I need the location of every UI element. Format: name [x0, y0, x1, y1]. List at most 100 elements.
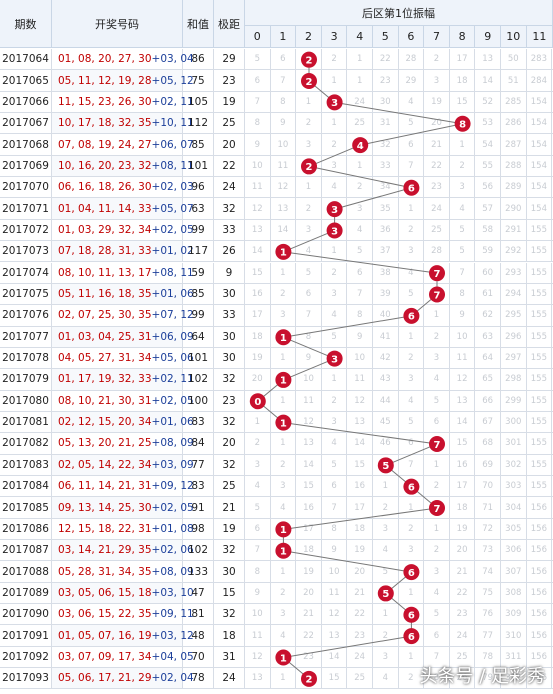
ball-circle [377, 457, 394, 474]
miss-cell: 24 [347, 91, 373, 113]
miss-cell: 24 [450, 625, 476, 646]
miss-cell: 154 [527, 155, 553, 177]
miss-cell: 26 [450, 668, 476, 689]
miss-cell: 155 [527, 369, 553, 390]
header-digit-0: 0 [245, 26, 271, 48]
miss-cell: 74 [475, 561, 501, 582]
miss-cell: 293 [501, 262, 527, 283]
miss-cell: 5 [322, 454, 348, 475]
front-numbers: 02, 12, 15, 20, 34 [58, 416, 152, 429]
span-cell: 15 [214, 582, 245, 604]
miss-cell: 156 [527, 497, 553, 518]
miss-cell: 3 [271, 604, 297, 625]
sum-cell: 77 [183, 454, 214, 475]
miss-cell: 2 [424, 326, 450, 347]
miss-cell [296, 155, 322, 177]
miss-cell: 3 [424, 70, 450, 91]
miss-cell: 6 [347, 262, 373, 283]
miss-cell: 3 [296, 219, 322, 241]
draw-numbers-cell: 01, 05, 07, 16, 19 +03, 12 [52, 625, 194, 646]
ball-circle [275, 371, 292, 388]
table-row: 2017080 08, 10, 21, 30, 31 +02, 05 100 23 1 11… [0, 390, 553, 412]
sum-cell: 83 [183, 411, 214, 433]
ball-value: 3 [331, 226, 338, 237]
miss-cell: 155 [527, 433, 553, 454]
draw-numbers-cell: 04, 05, 27, 31, 34 +05, 06 [52, 347, 194, 369]
span-cell: 29 [214, 49, 245, 70]
miss-cell [296, 668, 322, 689]
period-cell: 2017089 [0, 582, 52, 604]
miss-cell: 7 [347, 283, 373, 305]
miss-cell: 5 [399, 411, 425, 433]
period-cell: 2017080 [0, 390, 52, 411]
miss-cell: 76 [475, 604, 501, 625]
back-numbers: +02, 11 [151, 373, 194, 386]
table-row: 2017083 02, 05, 14, 22, 34 +03, 09 77 32 3 2 14… [0, 454, 553, 476]
miss-cell: 1 [296, 177, 322, 198]
miss-cell: 39 [373, 283, 399, 305]
miss-cell: 155 [527, 390, 553, 411]
miss-cell: 299 [501, 390, 527, 411]
span-cell: 30 [214, 326, 245, 347]
header-digit-8: 8 [449, 26, 476, 48]
draw-numbers-cell: 02, 12, 15, 20, 34 +01, 06 [52, 411, 194, 433]
amplitude-ball: 1 [275, 329, 292, 346]
miss-cell: 19 [296, 561, 322, 582]
miss-cell: 2 [322, 390, 348, 411]
miss-cell: 9 [322, 540, 348, 561]
front-numbers: 06, 11, 14, 21, 31 [58, 480, 152, 493]
front-numbers: 11, 15, 23, 26, 30 [58, 95, 152, 108]
miss-cell: 64 [475, 347, 501, 369]
period-cell: 2017077 [0, 326, 52, 347]
period-cell: 2017076 [0, 305, 52, 326]
miss-cell: 1 [399, 497, 425, 518]
miss-cell: 4 [245, 476, 271, 497]
table-row: 2017085 09, 13, 14, 25, 30 +02, 05 91 21 5 4 16… [0, 497, 553, 519]
front-numbers: 03, 06, 15, 22, 35 [58, 608, 152, 621]
miss-cell: 1 [399, 646, 425, 668]
sum-cell: 101 [183, 347, 214, 369]
table-row: 2017087 03, 14, 21, 29, 35 +02, 06 102 32 7 18… [0, 540, 553, 562]
miss-cell: 22 [347, 604, 373, 625]
back-numbers: +06, 09 [151, 330, 194, 343]
miss-cell: 8 [245, 113, 271, 134]
miss-cell: 2 [296, 198, 322, 219]
ball-value: 1 [280, 248, 287, 259]
miss-cell: 19 [245, 347, 271, 369]
span-cell: 9 [214, 262, 245, 283]
miss-cell: 2 [322, 49, 348, 70]
miss-cell: 13 [245, 668, 271, 689]
miss-cell: 1 [424, 454, 450, 475]
miss-cell: 61 [475, 283, 501, 305]
miss-cell: 23 [424, 177, 450, 198]
miss-cell: 2 [424, 476, 450, 497]
miss-cell: 2 [347, 177, 373, 198]
miss-cell: 43 [373, 369, 399, 390]
back-numbers: +09, 12 [151, 480, 194, 493]
front-numbers: 02, 05, 14, 22, 34 [58, 458, 152, 471]
miss-cell: 14 [245, 241, 271, 262]
miss-cell: 154 [527, 113, 553, 134]
table-row: 2017078 04, 05, 27, 31, 34 +05, 06 101 30 19 1… [0, 347, 553, 370]
draw-numbers-cell: 02, 05, 14, 22, 34 +03, 09 [52, 454, 194, 475]
header-digit-6: 6 [398, 26, 425, 48]
span-cell: 21 [214, 497, 245, 518]
ball-value: 1 [280, 376, 287, 387]
miss-cell: 10 [450, 326, 476, 347]
amplitude-ball: 3 [326, 350, 343, 367]
miss-cell: 5 [399, 113, 425, 134]
ball-circle [377, 585, 394, 602]
miss-cell: 1 [271, 347, 297, 369]
back-numbers: +09, 11 [151, 608, 194, 621]
sum-cell: 84 [183, 433, 214, 454]
miss-cell: 23 [450, 604, 476, 625]
miss-cell: 1 [347, 155, 373, 177]
miss-cell: 1 [296, 91, 322, 113]
span-cell: 24 [214, 668, 245, 689]
front-numbers: 12, 15, 18, 22, 31 [58, 522, 152, 535]
table-row: 2017064 01, 08, 20, 27, 30 +03, 04 86 29 5 6 2 1… [0, 49, 553, 71]
miss-cell: 155 [527, 347, 553, 369]
miss-cell: 4 [271, 497, 297, 518]
miss-cell: 3 [373, 646, 399, 668]
miss-cell: 19 [450, 518, 476, 540]
